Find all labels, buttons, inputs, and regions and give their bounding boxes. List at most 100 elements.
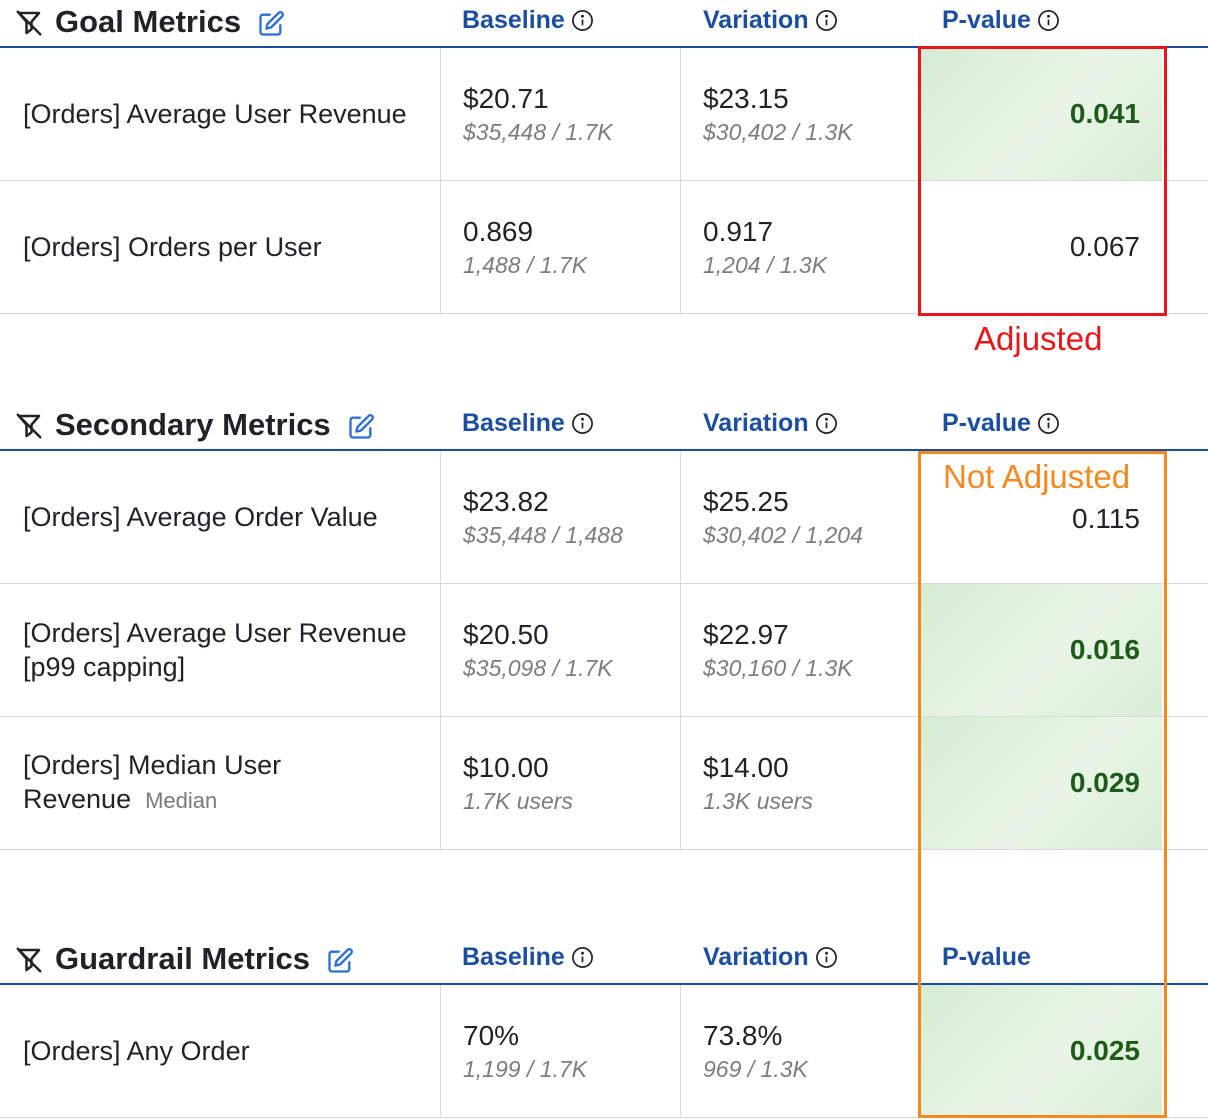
variation-value: $14.00: [703, 752, 789, 783]
pvalue-cell: 0.025: [921, 985, 1162, 1117]
baseline-fraction: 1.7K users: [463, 788, 573, 814]
pencil-square-icon[interactable]: [257, 10, 285, 38]
variation-cell: $14.00 1.3K users: [703, 717, 813, 849]
column-divider: [440, 181, 441, 313]
info-circle-icon[interactable]: [571, 946, 594, 969]
variation-column-header: Variation: [703, 6, 838, 35]
header-divider: [0, 449, 1208, 451]
variation-value: 0.917: [703, 216, 774, 247]
baseline-fraction: $35,448 / 1,488: [463, 522, 623, 548]
baseline-value: 0.869: [463, 216, 534, 247]
variation-value: 73.8%: [703, 1020, 783, 1051]
baseline-column-header: Baseline: [462, 409, 594, 438]
baseline-cell: $20.50 $35,098 / 1.7K: [463, 584, 613, 716]
variation-column-header: Variation: [703, 409, 838, 438]
variation-cell: 73.8% 969 / 1.3K: [703, 985, 808, 1117]
section-title: Secondary Metrics: [55, 407, 375, 443]
pencil-square-icon[interactable]: [347, 413, 375, 441]
adjusted-label: Adjusted: [974, 320, 1103, 357]
variation-fraction: 1.3K users: [703, 788, 813, 814]
baseline-cell: 70% 1,199 / 1.7K: [463, 985, 587, 1117]
metric-name[interactable]: [Orders] Average User Revenue [p99 cappi…: [23, 618, 407, 682]
baseline-column-header: Baseline: [462, 943, 594, 972]
variation-fraction: $30,402 / 1,204: [703, 522, 863, 548]
baseline-cell: $10.00 1.7K users: [463, 717, 573, 849]
pvalue-cell: 0.029: [921, 717, 1162, 849]
baseline-cell: 0.869 1,488 / 1.7K: [463, 181, 587, 313]
info-circle-icon[interactable]: [815, 412, 838, 435]
pvalue-cell: 0.067: [1069, 231, 1140, 262]
table-row[interactable]: [Orders] Average User Revenue [p99 cappi…: [0, 584, 1208, 717]
section-title: Guardrail Metrics: [55, 941, 354, 977]
variation-cell: $23.15 $30,402 / 1.3K: [703, 48, 853, 180]
secondary-metrics-section: Secondary Metrics Baseline Variation P-v…: [0, 403, 1208, 850]
info-circle-icon[interactable]: [571, 412, 594, 435]
baseline-cell: $20.71 $35,448 / 1.7K: [463, 48, 613, 180]
column-divider: [680, 48, 681, 180]
table-row[interactable]: [Orders] Orders per User 0.869 1,488 / 1…: [0, 181, 1208, 314]
variation-fraction: 1,204 / 1.3K: [703, 252, 828, 278]
table-row[interactable]: [Orders] Average Order Value $23.82 $35,…: [0, 451, 1208, 584]
column-divider: [440, 451, 441, 583]
baseline-column-header: Baseline: [462, 6, 594, 35]
baseline-fraction: $35,098 / 1.7K: [463, 655, 613, 681]
baseline-value: 70%: [463, 1020, 520, 1051]
variation-value: $22.97: [703, 619, 789, 650]
guardrail-metrics-header: Guardrail Metrics Baseline Variation P-v…: [0, 937, 1208, 985]
funnel-slash-icon[interactable]: [14, 8, 44, 38]
pvalue-cell: 0.115: [1072, 503, 1140, 534]
variation-fraction: $30,402 / 1.3K: [703, 119, 853, 145]
funnel-slash-icon[interactable]: [14, 411, 44, 441]
variation-value: $25.25: [703, 486, 789, 517]
info-circle-icon[interactable]: [571, 9, 594, 32]
pvalue-column-header: P-value: [942, 6, 1060, 35]
column-divider: [440, 584, 441, 716]
info-circle-icon[interactable]: [815, 9, 838, 32]
info-circle-icon[interactable]: [815, 946, 838, 969]
variation-value: $23.15: [703, 83, 789, 114]
info-circle-icon[interactable]: [1037, 9, 1060, 32]
secondary-metrics-header: Secondary Metrics Baseline Variation P-v…: [0, 403, 1208, 451]
column-divider: [680, 181, 681, 313]
baseline-fraction: $35,448 / 1.7K: [463, 119, 613, 145]
column-divider: [440, 717, 441, 849]
column-divider: [680, 717, 681, 849]
metric-name[interactable]: [Orders] Any Order: [23, 1036, 250, 1066]
baseline-value: $20.71: [463, 83, 549, 114]
variation-cell: $25.25 $30,402 / 1,204: [703, 451, 863, 583]
column-divider: [680, 584, 681, 716]
variation-cell: $22.97 $30,160 / 1.3K: [703, 584, 853, 716]
metric-name[interactable]: [Orders] Median User Revenue Median: [23, 750, 282, 814]
header-divider: [0, 46, 1208, 48]
pvalue-cell: 0.016: [921, 584, 1162, 716]
metric-name[interactable]: [Orders] Average User Revenue: [23, 99, 407, 129]
variation-cell: 0.917 1,204 / 1.3K: [703, 181, 827, 313]
pencil-square-icon[interactable]: [326, 947, 354, 975]
metric-name[interactable]: [Orders] Orders per User: [23, 232, 322, 262]
pvalue-column-header: P-value: [942, 409, 1060, 438]
column-divider: [440, 48, 441, 180]
metric-type-label: Median: [145, 788, 218, 813]
table-row[interactable]: [Orders] Average User Revenue $20.71 $35…: [0, 48, 1208, 181]
variation-fraction: 969 / 1.3K: [703, 1056, 808, 1082]
column-divider: [680, 985, 681, 1117]
section-title: Goal Metrics: [55, 4, 285, 40]
guardrail-metrics-section: Guardrail Metrics Baseline Variation P-v…: [0, 937, 1208, 1118]
baseline-value: $23.82: [463, 486, 549, 517]
pvalue-cell: 0.041: [921, 48, 1162, 180]
variation-fraction: $30,160 / 1.3K: [703, 655, 853, 681]
variation-column-header: Variation: [703, 943, 838, 972]
info-circle-icon[interactable]: [1037, 412, 1060, 435]
goal-metrics-header: Goal Metrics Baseline Variation P-value: [0, 0, 1208, 48]
not-adjusted-label: Not Adjusted: [943, 458, 1131, 495]
pvalue-column-header: P-value: [942, 943, 1031, 971]
baseline-fraction: 1,488 / 1.7K: [463, 252, 588, 278]
metric-name[interactable]: [Orders] Average Order Value: [23, 502, 378, 532]
funnel-slash-icon[interactable]: [14, 945, 44, 975]
table-row[interactable]: [Orders] Median User Revenue Median $10.0…: [0, 717, 1208, 850]
goal-metrics-section: Goal Metrics Baseline Variation P-value …: [0, 0, 1208, 314]
table-row[interactable]: [Orders] Any Order 70% 1,199 / 1.7K 73.8…: [0, 985, 1208, 1118]
baseline-fraction: 1,199 / 1.7K: [463, 1056, 588, 1082]
baseline-cell: $23.82 $35,448 / 1,488: [463, 451, 623, 583]
baseline-value: $20.50: [463, 619, 549, 650]
